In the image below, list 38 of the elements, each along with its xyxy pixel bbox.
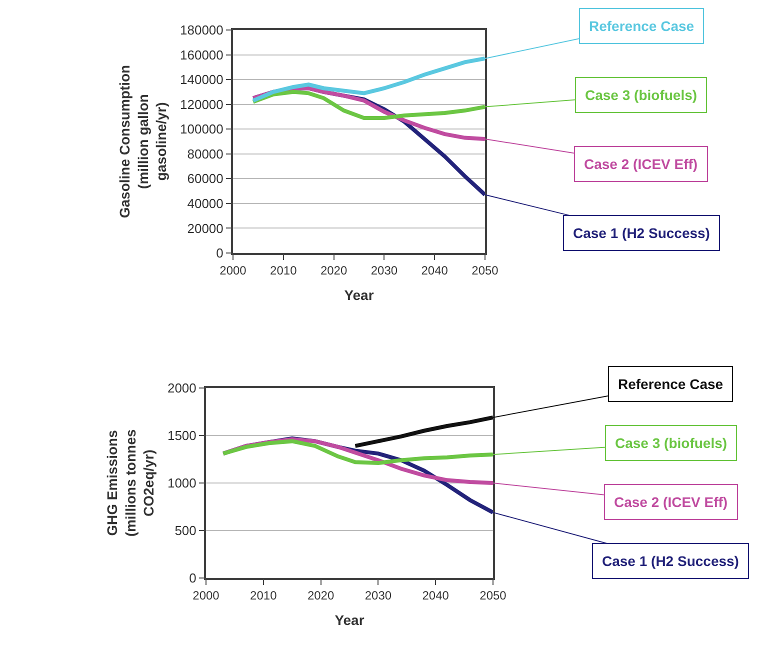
text: Reference Case: [589, 18, 694, 34]
text: Case 2 (ICEV Eff): [584, 156, 698, 172]
x-tick-label: 2050: [472, 263, 499, 278]
text: Case 3 (biofuels): [585, 87, 698, 103]
x-tick-label: 2040: [421, 263, 448, 278]
y-axis-title: GHG Emissions (millions tonnes CO2eq/yr): [104, 429, 157, 537]
text: Case 1 (H2 Success): [573, 225, 710, 241]
text: Reference Case: [618, 376, 724, 392]
x-tick-label: 2030: [364, 588, 392, 602]
y-tick-label: 80000: [187, 146, 224, 162]
y-tick-label: 0: [216, 246, 224, 261]
x-tick-label: 2010: [250, 588, 278, 602]
text: Case 2 (ICEV Eff): [614, 494, 728, 510]
y-tick-label: 1000: [167, 476, 196, 491]
x-tick-label: 2000: [220, 263, 247, 278]
y-tick-label: 40000: [187, 196, 224, 211]
x-tick-label: 2020: [307, 588, 334, 602]
y-tick-label: 60000: [187, 171, 224, 186]
y-tick-label: 0: [189, 570, 196, 586]
x-axis-title: Year: [334, 612, 365, 628]
y-tick-label: 1500: [167, 428, 196, 444]
x-axis-title: Year: [344, 287, 374, 304]
y-tick-label: 180000: [180, 22, 224, 38]
y-tick-label: 140000: [180, 72, 224, 88]
y-tick-label: 160000: [180, 47, 224, 62]
y-tick-label: 20000: [187, 220, 224, 236]
x-tick-label: 2030: [370, 263, 398, 278]
y-tick-label: 120000: [180, 96, 224, 112]
y-tick-label: 2000: [167, 380, 196, 396]
y-tick-label: 500: [174, 523, 196, 538]
text: Case 1 (H2 Success): [602, 553, 739, 569]
x-tick-label: 2040: [422, 588, 450, 602]
y-axis-title: Gasoline Consumption (million gallon gasoline/yr): [116, 64, 170, 218]
x-tick-label: 2020: [320, 263, 348, 278]
text: Case 3 (biofuels): [615, 435, 728, 451]
x-tick-label: 2050: [480, 588, 507, 602]
y-tick-label: 100000: [180, 122, 224, 137]
x-tick-label: 2010: [270, 263, 298, 278]
